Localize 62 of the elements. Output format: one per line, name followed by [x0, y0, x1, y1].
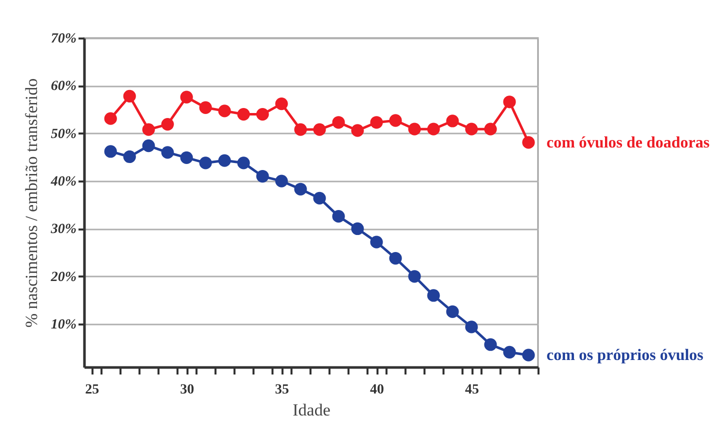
- point: [484, 122, 497, 136]
- point: [465, 320, 478, 334]
- point: [351, 222, 364, 236]
- x-tick-label: 40: [370, 382, 384, 398]
- point: [256, 108, 269, 121]
- point: [142, 139, 155, 152]
- x-tick-label: 35: [275, 382, 290, 398]
- y-tick-label: 30%: [50, 222, 76, 238]
- point: [256, 170, 269, 183]
- point: [503, 96, 516, 108]
- point: [218, 104, 231, 118]
- point: [313, 123, 326, 136]
- point: [142, 123, 155, 136]
- point: [446, 305, 459, 318]
- y-tick-label: 50%: [50, 126, 76, 142]
- point: [294, 182, 307, 196]
- point: [180, 90, 193, 104]
- point: [351, 124, 364, 137]
- point: [218, 154, 231, 167]
- y-tick-label: 20%: [50, 270, 76, 285]
- y-tick-label: 70%: [50, 32, 76, 46]
- y-tick-label: 60%: [50, 79, 76, 94]
- point: [123, 150, 136, 164]
- point: [313, 192, 326, 205]
- point: [332, 116, 345, 129]
- x-tick-label: 25: [85, 382, 100, 398]
- y-tick-label: 10%: [50, 318, 76, 333]
- series-label: com os próprios óvulos: [546, 347, 704, 364]
- point: [408, 270, 421, 283]
- point: [446, 114, 459, 128]
- point: [180, 151, 193, 164]
- point: [522, 136, 535, 149]
- x-axis-title: Idade: [292, 400, 330, 420]
- point: [161, 146, 174, 159]
- point: [370, 236, 383, 248]
- point: [332, 210, 345, 223]
- point: [104, 112, 117, 125]
- point: [237, 156, 250, 170]
- point: [237, 108, 250, 121]
- y-tick-label: 40%: [50, 174, 76, 190]
- point: [465, 122, 478, 136]
- point: [370, 116, 383, 129]
- point: [427, 122, 440, 136]
- point: [161, 118, 174, 131]
- point: [389, 114, 402, 127]
- point: [408, 122, 421, 136]
- point: [199, 156, 212, 170]
- point: [503, 346, 516, 359]
- point: [275, 174, 288, 188]
- series-label: com óvulos de doadoras: [546, 134, 710, 152]
- point: [275, 97, 288, 110]
- point: [389, 252, 402, 265]
- point: [199, 101, 212, 114]
- point: [427, 289, 440, 302]
- x-tick-label: 30: [180, 382, 194, 398]
- point: [294, 123, 307, 136]
- point: [123, 90, 136, 102]
- point: [484, 338, 497, 351]
- point: [522, 348, 535, 362]
- point: [104, 145, 117, 158]
- x-tick-label: 45: [465, 382, 480, 398]
- y-axis-title: % nascimentos / embrião transferido: [22, 78, 41, 328]
